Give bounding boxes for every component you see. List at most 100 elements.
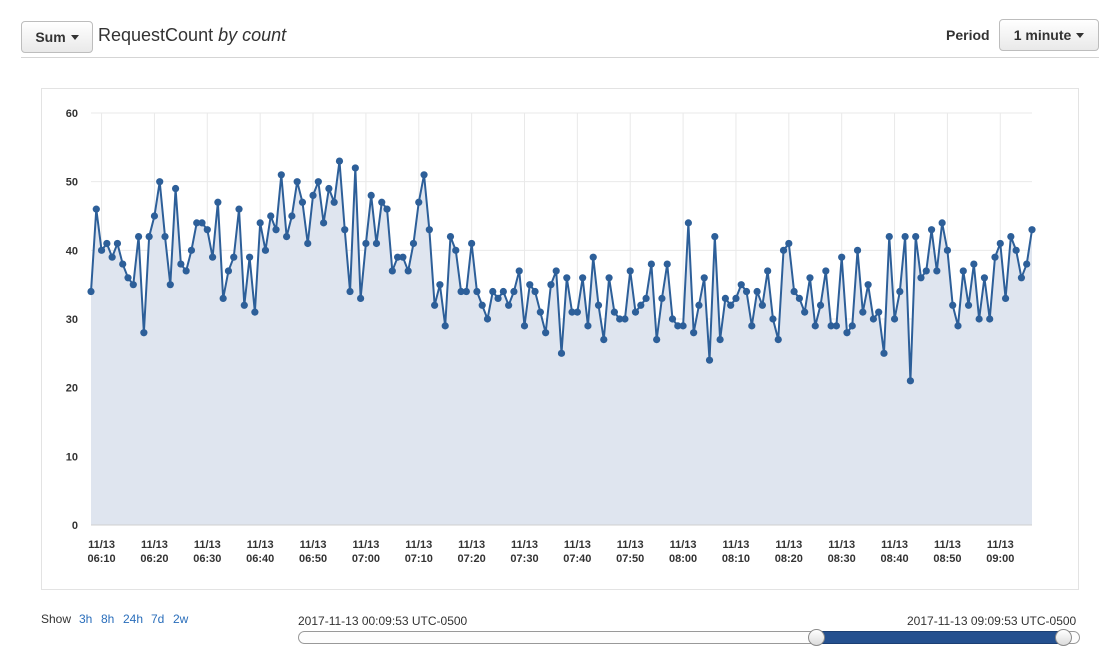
data-point [547, 281, 555, 289]
data-point [975, 315, 983, 323]
data-point [732, 294, 740, 302]
data-point [372, 239, 381, 248]
data-point [261, 246, 270, 254]
data-point [198, 219, 206, 227]
data-point [594, 301, 603, 309]
data-point [912, 233, 920, 241]
data-point [362, 239, 370, 248]
y-tick-label: 40 [66, 245, 78, 257]
period-label: Period [946, 27, 990, 43]
data-point [600, 336, 608, 344]
data-point [235, 205, 243, 213]
data-point [785, 239, 793, 248]
data-point [811, 322, 819, 330]
data-point [816, 301, 825, 309]
data-point [129, 281, 137, 289]
period-dropdown-button[interactable]: 1 minute [999, 19, 1099, 51]
data-point [552, 267, 560, 275]
data-point [563, 274, 571, 282]
data-point [986, 315, 994, 323]
data-point [970, 260, 978, 268]
data-point [399, 253, 407, 261]
data-point [1023, 260, 1031, 268]
x-tick-date: 11/13 [775, 539, 802, 551]
data-point [838, 253, 846, 261]
range-link-8h[interactable]: 8h [101, 612, 115, 626]
request-count-chart[interactable]: 0 10 20 30 40 50 60 11/13 06:10 11/13 06:20 11/13 06… [42, 89, 1080, 591]
x-tick-time: 07:30 [510, 553, 538, 565]
period-dropdown-label: 1 minute [1013, 27, 1072, 43]
data-point [320, 219, 328, 227]
range-link-2w[interactable]: 2w [173, 612, 189, 626]
data-point [721, 294, 729, 302]
time-range-selection[interactable] [816, 631, 1064, 644]
y-tick-label: 60 [66, 108, 78, 120]
range-link-24h[interactable]: 24h [123, 612, 144, 626]
data-point [224, 267, 233, 275]
data-point [489, 287, 497, 296]
data-point [150, 212, 159, 220]
data-point [468, 239, 476, 248]
data-point [653, 336, 661, 344]
data-point [378, 198, 386, 206]
data-point [473, 287, 481, 296]
data-point [457, 287, 465, 296]
data-point [351, 164, 359, 172]
x-tick-date: 11/13 [141, 539, 168, 551]
x-tick-time: 08:00 [669, 553, 697, 565]
data-point [890, 315, 899, 323]
data-point [304, 239, 312, 248]
data-point [637, 301, 645, 309]
metric-name: RequestCount [98, 25, 214, 45]
data-point [996, 239, 1004, 248]
range-link-7d[interactable]: 7d [151, 612, 165, 626]
x-tick-time: 09:00 [986, 553, 1014, 565]
x-tick-time: 08:20 [775, 553, 803, 565]
data-point [542, 329, 550, 337]
data-point [832, 322, 841, 330]
data-point [621, 315, 629, 323]
data-point [193, 219, 201, 227]
data-point [579, 274, 587, 282]
data-point [246, 253, 254, 261]
data-point [357, 294, 365, 302]
data-point [684, 219, 692, 227]
data-point [668, 315, 677, 323]
data-point [314, 178, 322, 186]
data-point [795, 294, 803, 302]
data-point [933, 267, 941, 275]
range-end-handle[interactable] [1055, 629, 1072, 646]
data-point [1012, 246, 1020, 254]
data-point [208, 253, 217, 261]
data-point [494, 294, 502, 302]
data-point [431, 301, 439, 309]
data-point [674, 322, 682, 330]
x-tick-time: 08:10 [722, 553, 750, 565]
range-link-3h[interactable]: 3h [79, 612, 93, 626]
chart-title: RequestCount by count [98, 25, 286, 46]
data-point [853, 246, 862, 254]
data-point [779, 246, 788, 254]
data-point [298, 198, 307, 206]
data-point [140, 329, 148, 337]
range-start-handle[interactable] [808, 629, 826, 646]
data-point [695, 301, 703, 309]
series-area [91, 161, 1032, 525]
data-point [864, 281, 872, 289]
data-point [917, 274, 925, 282]
x-tick-date: 11/13 [511, 539, 538, 551]
metric-unit: by count [218, 25, 287, 45]
data-point [171, 184, 180, 193]
stat-dropdown-button[interactable]: Sum [21, 21, 93, 53]
data-point [758, 301, 766, 309]
data-point [283, 233, 291, 241]
x-tick-date: 11/13 [88, 539, 115, 551]
data-point [330, 198, 338, 206]
x-tick-date: 11/13 [352, 539, 379, 551]
data-point [325, 184, 333, 193]
data-point [980, 274, 989, 282]
data-point [943, 246, 952, 254]
data-point [97, 246, 106, 254]
data-point [716, 336, 724, 344]
data-point [1001, 294, 1010, 302]
